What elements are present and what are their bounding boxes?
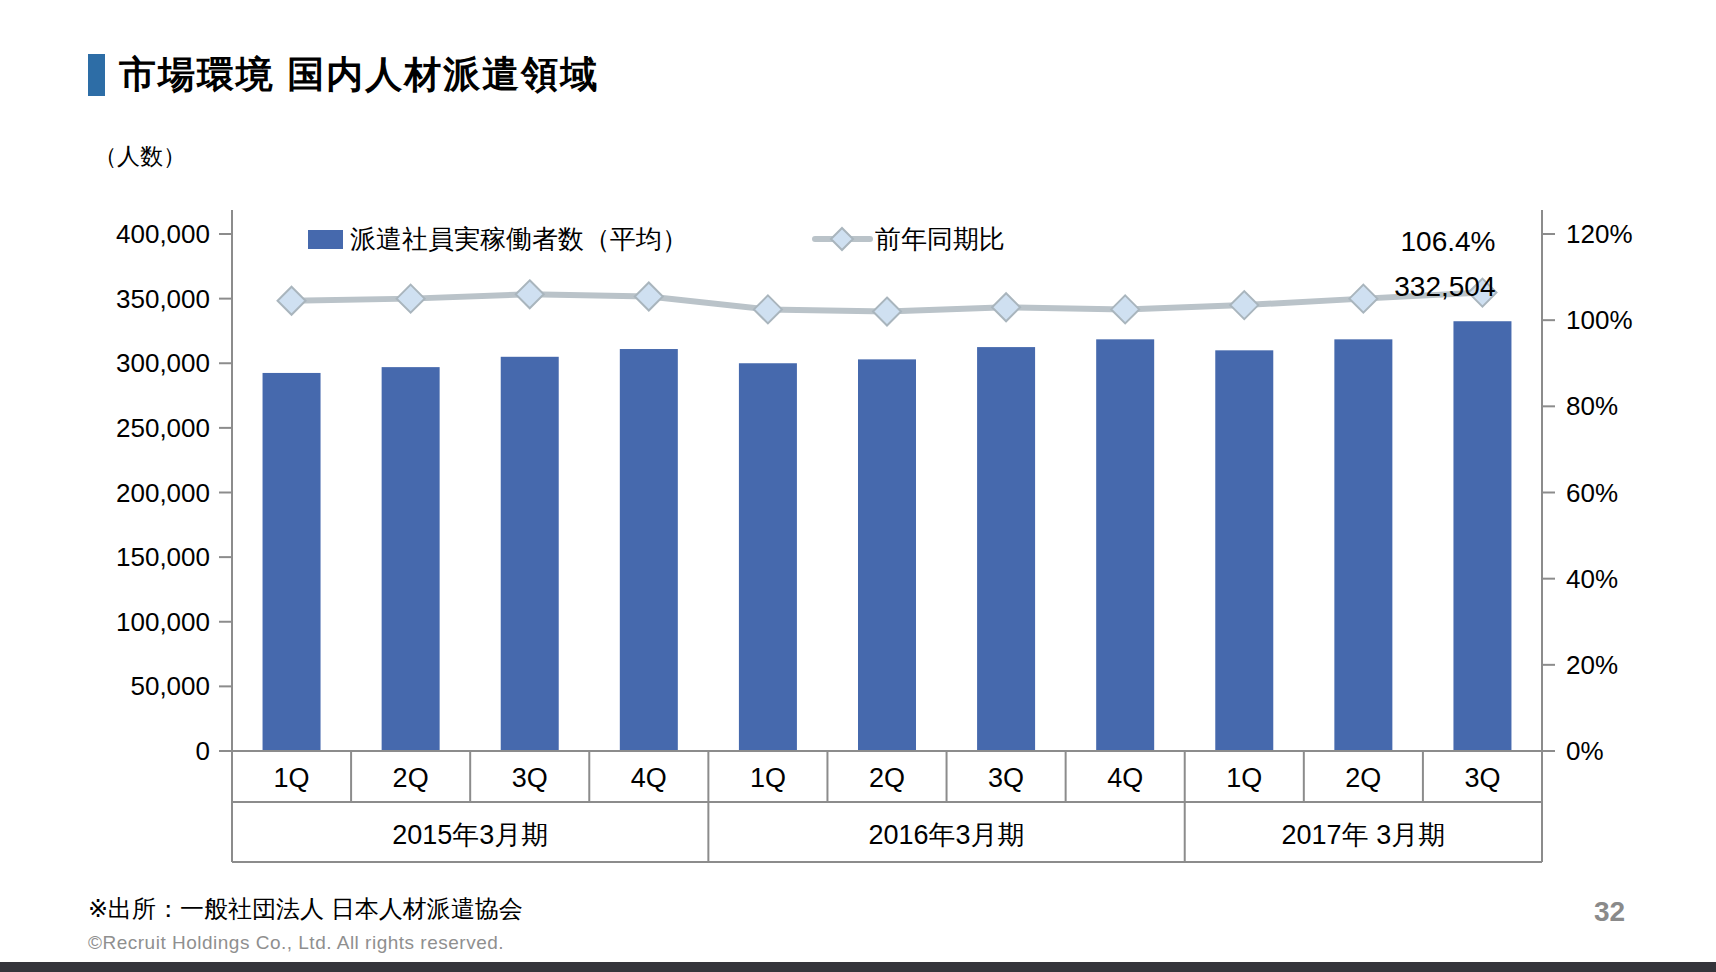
bar bbox=[1453, 321, 1511, 751]
yoy-diamond bbox=[1349, 285, 1377, 313]
quarter-label: 4Q bbox=[631, 763, 667, 793]
yoy-diamond bbox=[635, 282, 663, 310]
bar bbox=[1096, 339, 1154, 751]
bar bbox=[263, 373, 321, 751]
quarter-label: 2Q bbox=[393, 763, 429, 793]
quarter-label: 3Q bbox=[1464, 763, 1500, 793]
bar bbox=[977, 347, 1035, 751]
left-axis-tick-label: 300,000 bbox=[116, 348, 210, 378]
bar bbox=[382, 367, 440, 751]
yoy-diamond bbox=[1111, 295, 1139, 323]
right-axis-tick-label: 100% bbox=[1566, 305, 1633, 335]
page-title: 市場環境 国内人材派遣領域 bbox=[119, 50, 599, 100]
right-axis-tick-label: 20% bbox=[1566, 650, 1618, 680]
bar bbox=[1334, 339, 1392, 751]
bar bbox=[858, 359, 916, 751]
yoy-diamond bbox=[397, 285, 425, 313]
right-axis-tick-label: 60% bbox=[1566, 478, 1618, 508]
legend-diamond-swatch bbox=[831, 228, 853, 250]
left-axis-tick-label: 150,000 bbox=[116, 542, 210, 572]
left-axis-tick-label: 100,000 bbox=[116, 607, 210, 637]
quarter-label: 3Q bbox=[512, 763, 548, 793]
quarter-label: 1Q bbox=[1226, 763, 1262, 793]
title-row: 市場環境 国内人材派遣領域 bbox=[88, 50, 599, 100]
year-group-label: 2016年3月期 bbox=[868, 820, 1024, 850]
quarter-label: 2Q bbox=[869, 763, 905, 793]
yoy-diamond bbox=[873, 298, 901, 326]
left-axis-tick-label: 250,000 bbox=[116, 413, 210, 443]
bar bbox=[739, 363, 797, 751]
quarter-label: 2Q bbox=[1345, 763, 1381, 793]
yoy-diamond bbox=[516, 280, 544, 308]
left-axis-tick-label: 0 bbox=[196, 736, 210, 766]
left-axis-tick-label: 50,000 bbox=[130, 671, 210, 701]
chart-area: 400,000 350,000 300,000 250,000 200,000 150,0… bbox=[80, 185, 1640, 885]
last-yoy-label: 106.4% bbox=[1400, 226, 1495, 257]
quarter-label: 4Q bbox=[1107, 763, 1143, 793]
yoy-diamond bbox=[1230, 291, 1258, 319]
unit-label: （人数） bbox=[94, 141, 186, 172]
page-number: 32 bbox=[1594, 896, 1625, 928]
yoy-diamond bbox=[278, 287, 306, 315]
yoy-diamond bbox=[754, 295, 782, 323]
source-note: ※出所：一般社団法人 日本人材派遣協会 bbox=[88, 893, 523, 925]
bar bbox=[501, 357, 559, 751]
slide: 市場環境 国内人材派遣領域 （人数） 400,000 350,000 300,000… bbox=[0, 0, 1716, 972]
title-accent-bar bbox=[88, 54, 105, 96]
chart-legend: 派遣社員実稼働者数（平均） 前年同期比 bbox=[308, 224, 1005, 254]
year-group-label: 2017年 3月期 bbox=[1282, 820, 1446, 850]
bar bbox=[1215, 350, 1273, 751]
copyright-note: ©Recruit Holdings Co., Ltd. All rights r… bbox=[88, 932, 504, 954]
right-axis-tick-label: 40% bbox=[1566, 564, 1618, 594]
right-axis-tick-label: 80% bbox=[1566, 391, 1618, 421]
quarter-label: 1Q bbox=[750, 763, 786, 793]
right-axis-tick-label: 120% bbox=[1566, 219, 1633, 249]
bar bbox=[620, 349, 678, 751]
year-group-label: 2015年3月期 bbox=[392, 820, 548, 850]
quarter-label: 1Q bbox=[274, 763, 310, 793]
quarter-label: 3Q bbox=[988, 763, 1024, 793]
last-value-label: 332,504 bbox=[1394, 271, 1495, 302]
legend-bar-swatch bbox=[308, 230, 343, 249]
left-axis-tick-label: 400,000 bbox=[116, 219, 210, 249]
left-axis-tick-label: 200,000 bbox=[116, 478, 210, 508]
bottom-strip bbox=[0, 962, 1716, 972]
yoy-diamond bbox=[992, 293, 1020, 321]
combo-chart: 400,000 350,000 300,000 250,000 200,000 150,0… bbox=[80, 185, 1640, 885]
left-axis-tick-label: 350,000 bbox=[116, 284, 210, 314]
legend-bar-label: 派遣社員実稼働者数（平均） bbox=[350, 224, 688, 254]
legend-line-label: 前年同期比 bbox=[875, 224, 1005, 254]
right-axis-tick-label: 0% bbox=[1566, 736, 1604, 766]
